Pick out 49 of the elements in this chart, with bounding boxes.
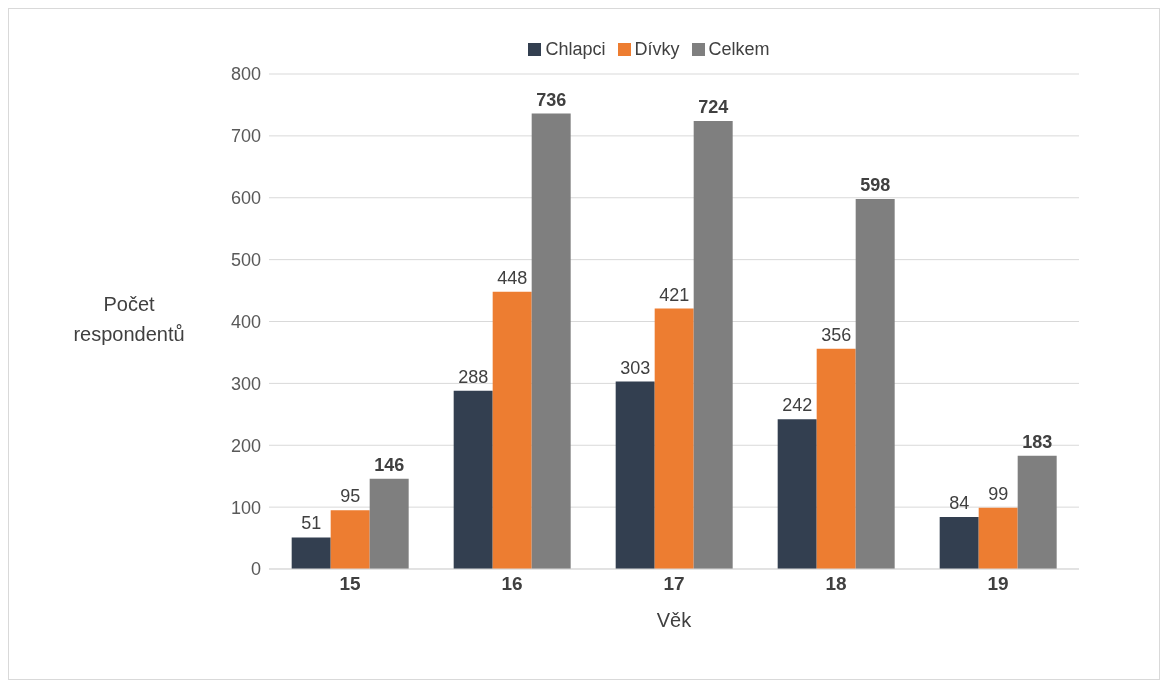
data-label: 99: [988, 483, 1009, 504]
bar: [1017, 455, 1057, 569]
data-label: 95: [340, 486, 361, 507]
bar: [330, 510, 370, 569]
y-tick-label: 100: [230, 497, 261, 518]
y-tick-label: 200: [230, 435, 261, 456]
bar: [369, 478, 409, 569]
y-tick-label: 300: [230, 373, 261, 394]
y-tick-label: 600: [230, 188, 261, 209]
y-tick-label: 700: [230, 126, 261, 147]
bar: [939, 517, 979, 569]
data-label: 598: [860, 174, 891, 195]
y-tick-label: 500: [230, 250, 261, 271]
y-axis-title: Počet respondentů: [72, 292, 186, 347]
legend-label: Dívky: [633, 39, 680, 60]
bar: [654, 308, 694, 569]
data-label: 51: [301, 513, 322, 534]
bar: [693, 121, 733, 569]
bar: [777, 419, 817, 569]
bar: [978, 507, 1018, 569]
data-label: 146: [374, 454, 405, 475]
y-tick-label: 0: [250, 559, 261, 580]
legend-label: Chlapci: [544, 39, 606, 60]
x-tick-label: 19: [987, 573, 1009, 595]
bar: [492, 291, 532, 569]
data-label: 303: [620, 357, 651, 378]
data-label: 84: [949, 493, 970, 514]
data-label: 448: [497, 267, 528, 288]
x-tick-label: 16: [501, 573, 523, 595]
x-tick-label: 15: [339, 573, 361, 595]
bar: [816, 348, 856, 569]
data-label: 421: [659, 284, 690, 305]
legend-label: Celkem: [707, 39, 770, 60]
bar: [291, 537, 331, 569]
bar: [855, 198, 895, 569]
data-label: 288: [458, 366, 489, 387]
data-label: 242: [782, 395, 813, 416]
y-tick-label: 400: [230, 311, 261, 332]
data-label: 736: [536, 89, 567, 110]
bar: [615, 381, 655, 569]
data-label: 356: [821, 324, 852, 345]
data-label: 724: [698, 97, 729, 118]
bar: [453, 390, 493, 569]
data-label: 183: [1022, 431, 1053, 452]
x-tick-label: 18: [825, 573, 847, 595]
y-tick-label: 800: [230, 64, 261, 85]
bar: [531, 113, 571, 569]
x-tick-label: 17: [663, 573, 685, 595]
x-axis-title: Věk: [655, 609, 693, 632]
